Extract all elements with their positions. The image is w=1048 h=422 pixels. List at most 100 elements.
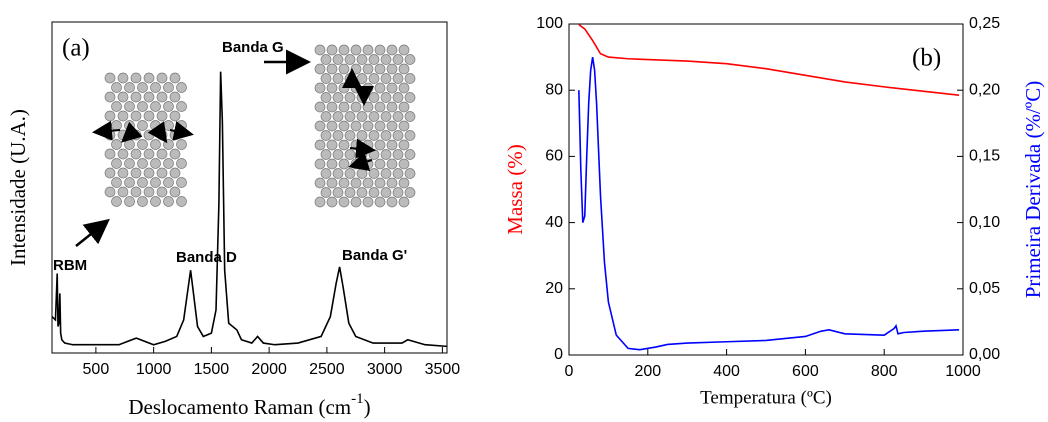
atom	[386, 82, 398, 94]
atom	[320, 54, 332, 65]
annotation: (a)	[62, 35, 90, 62]
atom	[143, 110, 155, 122]
atom	[111, 158, 122, 169]
atom	[350, 196, 362, 208]
atom	[326, 63, 338, 75]
atom	[137, 120, 148, 131]
atom	[137, 158, 148, 169]
vibration-arrow	[92, 120, 121, 141]
atom	[111, 139, 122, 150]
atom	[130, 148, 142, 160]
y2-tick-label: 0,20	[969, 81, 1000, 98]
atom	[338, 196, 350, 208]
atom	[356, 168, 368, 179]
atom	[344, 187, 356, 198]
atom	[398, 177, 410, 189]
vibration-arrow	[169, 121, 194, 141]
atom	[143, 186, 155, 198]
atom	[380, 73, 392, 84]
atom	[104, 91, 116, 103]
data-line	[51, 71, 448, 348]
atom	[169, 110, 181, 122]
atom	[124, 120, 135, 131]
atom	[137, 82, 148, 93]
atom	[404, 73, 416, 84]
atom	[169, 91, 181, 103]
atom	[143, 148, 155, 160]
vibration-arrow	[121, 121, 143, 143]
atom	[130, 72, 142, 84]
atom	[380, 187, 392, 198]
atom	[124, 177, 135, 188]
atom	[344, 130, 356, 141]
atom	[137, 139, 148, 150]
atom	[398, 158, 410, 170]
atom	[150, 120, 161, 131]
atom	[326, 44, 338, 56]
atom	[392, 111, 404, 122]
atom	[374, 101, 386, 113]
atom	[386, 158, 398, 170]
atom	[320, 168, 332, 179]
atom	[386, 120, 398, 132]
atom	[344, 73, 356, 84]
atom	[350, 101, 362, 113]
atom	[380, 111, 392, 122]
atom	[368, 187, 380, 198]
atom	[150, 139, 161, 150]
atom	[163, 120, 174, 131]
atom	[350, 120, 362, 132]
atom	[350, 177, 362, 189]
atom	[344, 149, 356, 160]
x-axis-label: Temperatura (ºC)	[700, 387, 832, 408]
atom	[332, 168, 344, 179]
arrow	[75, 218, 110, 247]
atom	[111, 101, 122, 112]
atom	[356, 111, 368, 122]
atom	[362, 63, 374, 75]
atom	[356, 149, 368, 160]
atom	[156, 186, 168, 198]
data-line	[578, 24, 960, 96]
atom	[156, 110, 168, 122]
x-tick-label: 400	[713, 363, 740, 380]
atom	[130, 110, 142, 122]
atom	[356, 54, 368, 65]
atom	[176, 139, 187, 150]
atom	[326, 196, 338, 208]
atom	[338, 63, 350, 75]
atom	[398, 120, 410, 132]
atom	[104, 110, 116, 122]
x-tick-label: 1500	[194, 361, 230, 378]
atom	[176, 158, 187, 169]
atom	[137, 101, 148, 112]
atom	[398, 63, 410, 75]
atom	[392, 130, 404, 141]
atom	[332, 130, 344, 141]
atom	[130, 91, 142, 103]
atom	[176, 120, 187, 131]
annotation: RBM	[53, 257, 87, 274]
atom	[156, 91, 168, 103]
atom	[130, 186, 142, 198]
atom	[320, 149, 332, 160]
atom	[386, 177, 398, 189]
atom	[386, 139, 398, 151]
atom	[356, 73, 368, 84]
y-tick-label: 60	[545, 148, 563, 165]
atom	[338, 101, 350, 113]
plot-frame	[568, 23, 964, 356]
atom	[404, 111, 416, 122]
atom	[362, 196, 374, 208]
atom	[314, 44, 326, 56]
atom	[156, 72, 168, 84]
atom	[163, 139, 174, 150]
atom	[111, 82, 122, 93]
atom	[137, 196, 148, 207]
atom	[368, 92, 380, 103]
x-tick-label: 200	[634, 363, 661, 380]
x-tick-label: 500	[83, 361, 110, 378]
atom	[398, 44, 410, 56]
atom	[314, 158, 326, 170]
y2-tick-label: 0,00	[969, 346, 1000, 363]
